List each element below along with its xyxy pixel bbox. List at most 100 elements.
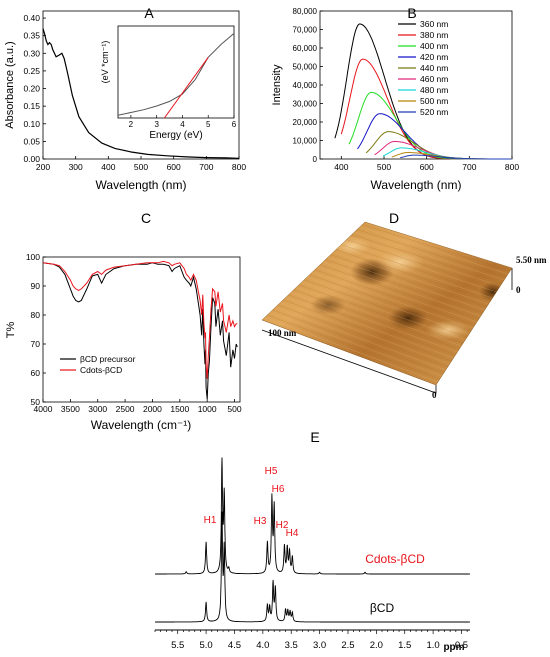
panel-d-scan-line (343, 241, 497, 293)
panel-b-ytick-label: 80,000 (293, 7, 318, 16)
panel-b-legend-label: 400 nm (420, 41, 448, 51)
panel-e-tick-label: 1.0 (426, 640, 439, 651)
panel-a-xtick-label: 700 (199, 162, 213, 172)
panel-d-scan-line (338, 246, 493, 299)
panel-d-scan-line (364, 222, 512, 269)
panel-a-inset-curve (117, 33, 235, 116)
panel-d-height-label: 5.50 nm (516, 255, 547, 265)
panel-a-inset: 2 3 4 5 6 Energy (eV) (eV *cm⁻¹) (100, 25, 237, 141)
panel-d-scan-line (306, 277, 470, 335)
panel-c-xtick-label: 500 (227, 404, 241, 414)
panel-d-scan-line (325, 259, 483, 314)
panel-d-scan-line (272, 309, 444, 374)
panel-e-peak-h1: H1 (204, 515, 217, 526)
panel-d-scan-line (346, 239, 499, 290)
panel-b-ytick-label: 60,000 (293, 44, 318, 53)
panel-d-scan-line (269, 312, 442, 377)
panel-d-scan-line (333, 251, 489, 305)
panel-b-legend-label: 360 nm (420, 19, 448, 29)
panel-d-scan-line (285, 297, 454, 359)
panel-b-legend-label: 500 nm (420, 96, 448, 106)
panel-e: E 5.5 5.0 4.5 4.0 3.5 3.0 2.5 2.0 1.5 1.0 0.5 H1 H… (154, 429, 470, 653)
panel-d-scan-line (314, 269, 476, 326)
panel-d-dark-feature-4 (310, 295, 346, 315)
panel-d-scan-line (349, 236, 501, 287)
panel-a-xtick-label: 200 (36, 162, 50, 172)
panel-b-ytick-label: 0 (313, 155, 318, 164)
panel-b-ytick-label: 30,000 (293, 100, 318, 109)
panel-c-ytick-label: 80 (31, 310, 41, 320)
panel-d: D 5.50 nm 0 100 nm 0 (261, 210, 547, 400)
panel-e-label-cdots: Cdots-βCD (365, 552, 425, 566)
panel-a-inset-ticks: 2 3 4 5 6 (129, 115, 237, 129)
panel-a-ytick-label: 0.40 (23, 13, 40, 23)
panel-a-inset-fit-line (163, 56, 209, 119)
panel-d-scan-line (330, 254, 487, 308)
panel-b-ytick-label: 40,000 (293, 81, 318, 90)
panel-d-scan-lines (262, 222, 512, 385)
panel-c-xtick-label: 2500 (116, 404, 135, 414)
panel-c-cdots-line (42, 260, 238, 379)
panel-d-scan-line (283, 299, 452, 362)
panel-d-scan-line (335, 249, 491, 302)
panel-c-xlabel: Wavelength (cm⁻¹) (91, 418, 192, 432)
panel-a-inset-xtick-label: 4 (180, 120, 185, 129)
panel-a-inset-xtick-label: 6 (232, 120, 237, 129)
panel-c-frame (42, 256, 241, 403)
panel-e-tick-label: 2.5 (341, 640, 354, 651)
panel-c-legend-label-precursor: βCD precursor (80, 354, 136, 364)
panel-d-scan-line (317, 266, 478, 323)
panel-a-ytick-label: 0.30 (23, 48, 40, 58)
panel-c-xtick-label: 1000 (198, 404, 217, 414)
panel-d-scan-line (277, 304, 448, 368)
panel-d-scan-line (312, 272, 474, 329)
panel-b-ytick-label: 50,000 (293, 63, 318, 72)
panel-d-letter: D (389, 210, 399, 226)
panel-e-label-bcd: βCD (370, 601, 395, 615)
panel-b-frame (319, 10, 513, 160)
panel-d-scan-line (327, 256, 485, 311)
panel-c-ytick-label: 50 (31, 397, 41, 407)
panel-d-scan-line (357, 229, 507, 278)
panel-b-letter: B (407, 5, 416, 21)
panel-a-ytick-label: 0.05 (23, 136, 40, 146)
panel-d-scan-line (320, 264, 479, 320)
panel-d-zero-front: 0 (432, 390, 437, 400)
panel-a-xtick-label: 400 (101, 162, 115, 172)
panel-c-legend: βCD precursor Cdots-βCD (60, 354, 136, 375)
panel-e-peak-h4: H4 (286, 528, 299, 539)
panel-e-peak-h3: H3 (254, 516, 267, 527)
panel-c: C 4000 3500 3000 2500 2000 1500 1000 500 50 60 70 8… (5, 210, 242, 432)
panel-d-scan-line (362, 224, 511, 272)
panel-d-scan-line (267, 314, 440, 380)
panel-b-legend-label: 420 nm (420, 52, 448, 62)
panel-e-tick-label: 1.5 (398, 640, 411, 651)
panel-e-peak-h5: H5 (265, 466, 278, 477)
panel-e-letter: E (310, 429, 319, 445)
panel-c-xtick-label: 3500 (61, 404, 80, 414)
panel-a-ytick-label: 0.25 (23, 66, 40, 76)
panel-e-tick-label: 4.0 (256, 640, 269, 651)
panel-c-ytick-label: 100 (26, 252, 40, 262)
panel-c-precursor-line (42, 262, 238, 400)
panel-a-inset-frame (117, 25, 235, 119)
panel-d-scan-line (290, 292, 458, 353)
panel-e-tick-label: 3.5 (285, 640, 298, 651)
panel-b-xtick-label: 600 (420, 162, 434, 172)
panel-b-xtick-label: 800 (505, 162, 519, 172)
panel-d-scan-line (354, 231, 505, 281)
panel-d-scan-line (322, 261, 481, 317)
panel-a: A 200 300 400 500 600 700 800 0.00 0.05 0.10 0.15 0… (4, 5, 246, 192)
panel-d-scan-line (293, 289, 460, 350)
panel-c-ylabel: T% (5, 322, 17, 339)
panel-d-scan-line (296, 287, 462, 347)
panel-c-ytick-label: 60 (31, 368, 41, 378)
panel-a-xtick-label: 300 (69, 162, 83, 172)
panel-e-axis: 5.5 5.0 4.5 4.0 3.5 3.0 2.5 2.0 1.5 1.0 0.5 (154, 629, 470, 651)
panel-d-light-feature-1 (376, 250, 424, 274)
panel-a-ticks: 200 300 400 500 600 700 800 0.00 0.05 0.10 0.15 0.2… (23, 13, 246, 172)
panel-d-scan-line (359, 226, 509, 275)
panel-a-xlabel: Wavelength (nm) (96, 178, 187, 192)
panel-b-xtick-label: 700 (462, 162, 476, 172)
panel-b-legend-label: 380 nm (420, 30, 448, 40)
